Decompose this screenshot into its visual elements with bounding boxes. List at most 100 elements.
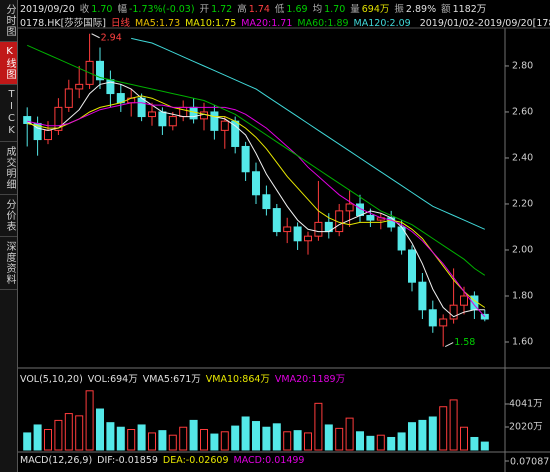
volume-bar bbox=[314, 402, 323, 451]
volume-bar bbox=[449, 399, 458, 451]
volume-bar bbox=[418, 419, 427, 451]
macd-legend: MACD(12,26,9) DIF:-0.01859 DEA:-0.02609 MAC… bbox=[20, 455, 309, 466]
volume-bar bbox=[106, 422, 115, 451]
volume-bar bbox=[293, 430, 302, 451]
quote-value: 1.69 bbox=[286, 4, 308, 15]
volume-bar bbox=[75, 415, 84, 451]
quote-value: 1.70 bbox=[324, 4, 346, 15]
legend-entry: VOL(5,10,20) bbox=[20, 374, 83, 385]
legend-entry: MACD:0.01499 bbox=[233, 455, 305, 466]
volume-bar bbox=[356, 431, 364, 451]
legend-entry: VMA5:671万 bbox=[142, 374, 201, 385]
candle-body bbox=[158, 111, 167, 127]
volume-bar bbox=[324, 424, 333, 451]
volume-bar bbox=[366, 435, 375, 451]
candle-body bbox=[137, 97, 146, 118]
sidebar-tab[interactable]: 深度资料 bbox=[0, 237, 17, 290]
annotation-arrow bbox=[91, 33, 100, 39]
ma-line bbox=[26, 81, 485, 318]
stock-name: [莎莎国际] bbox=[60, 18, 106, 29]
volume-bar bbox=[23, 432, 32, 451]
quote-value: 1.72 bbox=[211, 4, 233, 15]
volume-bar bbox=[127, 429, 136, 451]
volume-bar bbox=[335, 427, 344, 451]
ma-line bbox=[27, 95, 486, 308]
candle-body bbox=[252, 171, 260, 196]
candle-body bbox=[449, 304, 458, 320]
volume-bar bbox=[408, 422, 416, 451]
legend-entry: VMA20:1189万 bbox=[274, 374, 346, 385]
quote-label: 振 bbox=[394, 4, 404, 15]
candle-body bbox=[314, 221, 323, 237]
volume-bar bbox=[54, 419, 63, 451]
candle-body bbox=[241, 145, 250, 173]
sidebar-tab[interactable]: 分价表 bbox=[0, 195, 17, 237]
quote-label: 高 bbox=[237, 4, 247, 15]
candle-body bbox=[189, 106, 198, 120]
volume-bar bbox=[210, 433, 219, 451]
volume-bar bbox=[439, 406, 448, 451]
volume-bar bbox=[116, 426, 125, 451]
annotation: 2.94 bbox=[101, 32, 122, 43]
volume-bar bbox=[85, 390, 94, 451]
candle-body bbox=[283, 226, 292, 233]
legend-entry: MA5:1.73 bbox=[135, 18, 181, 29]
volume-bar bbox=[64, 413, 73, 451]
volume-bar bbox=[168, 434, 177, 451]
volume-bar bbox=[428, 416, 437, 451]
sidebar-tab[interactable]: 成交明细 bbox=[0, 142, 17, 195]
symbol: 0178.HK bbox=[20, 18, 61, 29]
volume-bar bbox=[272, 423, 281, 451]
sidebar-tab[interactable]: K线图 bbox=[0, 42, 17, 85]
sidebar-tab[interactable]: TICK bbox=[0, 85, 17, 142]
sidebar: 分时图 K线图 TICK 成交明细 分价表 深度资料 bbox=[0, 0, 18, 472]
volume-bar bbox=[387, 436, 396, 451]
annotation: 1.58 bbox=[454, 337, 475, 348]
legend-entry: DIF:-0.01859 bbox=[97, 455, 158, 466]
candle-body bbox=[168, 116, 177, 127]
sidebar-tab[interactable]: 分时图 bbox=[0, 0, 17, 42]
legend-entry: MA120:2.09 bbox=[353, 18, 411, 29]
volume-bar bbox=[137, 424, 146, 451]
candle-body bbox=[210, 111, 219, 131]
quote-label: 量 bbox=[350, 4, 360, 15]
y-tick-label: 0.07087 bbox=[510, 457, 549, 468]
candle-body bbox=[408, 249, 416, 283]
legend-entry: DEA:-0.02609 bbox=[162, 455, 229, 466]
candle-body bbox=[304, 235, 312, 242]
price-legend: 0178.HK[莎莎国际] 日线 MA5:1.73 MA10:1.75 MA20:1.7… bbox=[20, 15, 550, 29]
volume-bar bbox=[220, 431, 229, 451]
candle-body bbox=[345, 203, 354, 212]
candle-body bbox=[262, 194, 271, 210]
candle-body bbox=[272, 208, 281, 233]
candle-body bbox=[148, 111, 156, 118]
volume-bar bbox=[345, 417, 354, 451]
volume-bar bbox=[252, 421, 260, 451]
y-tick-label: 2.20 bbox=[512, 198, 533, 209]
legend-entry: VOL:694万 bbox=[87, 374, 138, 385]
volume-bar bbox=[397, 432, 406, 451]
quote-label: 开 bbox=[199, 4, 210, 15]
candle-body bbox=[64, 88, 73, 108]
candle-body bbox=[366, 214, 375, 221]
quote-label: 额 bbox=[441, 4, 451, 15]
quote-label: 幅 bbox=[117, 4, 127, 15]
volume-bar bbox=[480, 441, 489, 451]
volume-bar bbox=[189, 419, 198, 451]
candle-body bbox=[220, 120, 229, 131]
y-tick-label: 2.80 bbox=[512, 60, 533, 71]
legend-entry: MACD(12,26,9) bbox=[20, 455, 93, 466]
volume-bar bbox=[376, 434, 385, 451]
volume-bar bbox=[96, 408, 104, 451]
candle-body bbox=[23, 116, 32, 124]
candle-body bbox=[44, 129, 52, 141]
date-range: 2019/01/02-2019/09/20[178日] bbox=[419, 18, 550, 29]
volume-bar bbox=[200, 429, 208, 451]
legend-entry: MA20:1.71 bbox=[241, 18, 293, 29]
y-tick-label: 4041万 bbox=[509, 398, 543, 409]
volume-bar bbox=[283, 431, 292, 451]
quote-bar: 2019/09/20 收 1.70 幅 -1.73%(-0.03) 开 1.72 高 1.74 低… bbox=[20, 1, 491, 15]
candle-body bbox=[460, 295, 468, 306]
volume-legend: VOL(5,10,20) VOL:694万 VMA5:671万 VMA10:864万 V… bbox=[20, 371, 350, 385]
